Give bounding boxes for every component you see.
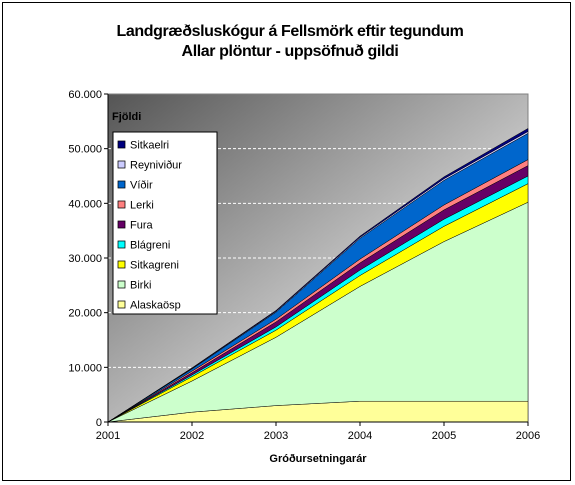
- legend-box: [112, 131, 218, 315]
- legend-label: Reyniviður: [130, 160, 182, 172]
- legend-label: Sitkaelri: [130, 140, 169, 152]
- y-tick-label: 0: [96, 417, 102, 429]
- legend-label: Sitkagreni: [130, 260, 179, 272]
- chart-title: Landgræðsluskógur á Fellsmörk eftir tegu…: [117, 23, 464, 40]
- legend-swatch: [117, 160, 126, 169]
- legend-swatch: [117, 280, 126, 289]
- y-tick-label: 60.000: [68, 89, 102, 101]
- x-tick-label: 2005: [432, 430, 456, 442]
- legend-swatch: [117, 220, 126, 229]
- legend-swatch: [117, 140, 126, 149]
- x-tick-label: 2004: [348, 430, 372, 442]
- legend-swatch: [117, 200, 126, 209]
- x-tick-label: 2002: [180, 430, 204, 442]
- legend: Sitkaelri Reyniviður Víðir Lerki Fura Blágren…: [112, 131, 218, 315]
- legend-swatch: [117, 240, 126, 249]
- y-tick-label: 30.000: [68, 253, 102, 265]
- legend-label: Blágreni: [130, 240, 170, 252]
- x-tick-label: 2001: [96, 430, 120, 442]
- y-axis-title: Fjöldi: [112, 111, 141, 123]
- legend-label: Víðir: [130, 180, 153, 192]
- x-tick-label: 2006: [516, 430, 540, 442]
- legend-label: Lerki: [130, 200, 154, 212]
- area-sitkaelri: [107, 128, 529, 423]
- legend-label: Fura: [130, 220, 154, 232]
- legend-swatch: [117, 300, 126, 309]
- chart-subtitle: Allar plöntur - uppsöfnuð gildi: [182, 43, 399, 60]
- legend-label: Alaskaösp: [130, 300, 181, 312]
- y-tick-label: 20.000: [68, 308, 102, 320]
- x-axis-title: Gróðursetningarár: [269, 453, 367, 465]
- y-tick-label: 40.000: [68, 198, 102, 210]
- legend-swatch: [117, 260, 126, 269]
- y-tick-label: 10.000: [68, 362, 102, 374]
- y-tick-label: 50.000: [68, 144, 102, 156]
- legend-label: Birki: [130, 280, 151, 292]
- legend-swatch: [117, 180, 126, 189]
- x-tick-label: 2003: [264, 430, 288, 442]
